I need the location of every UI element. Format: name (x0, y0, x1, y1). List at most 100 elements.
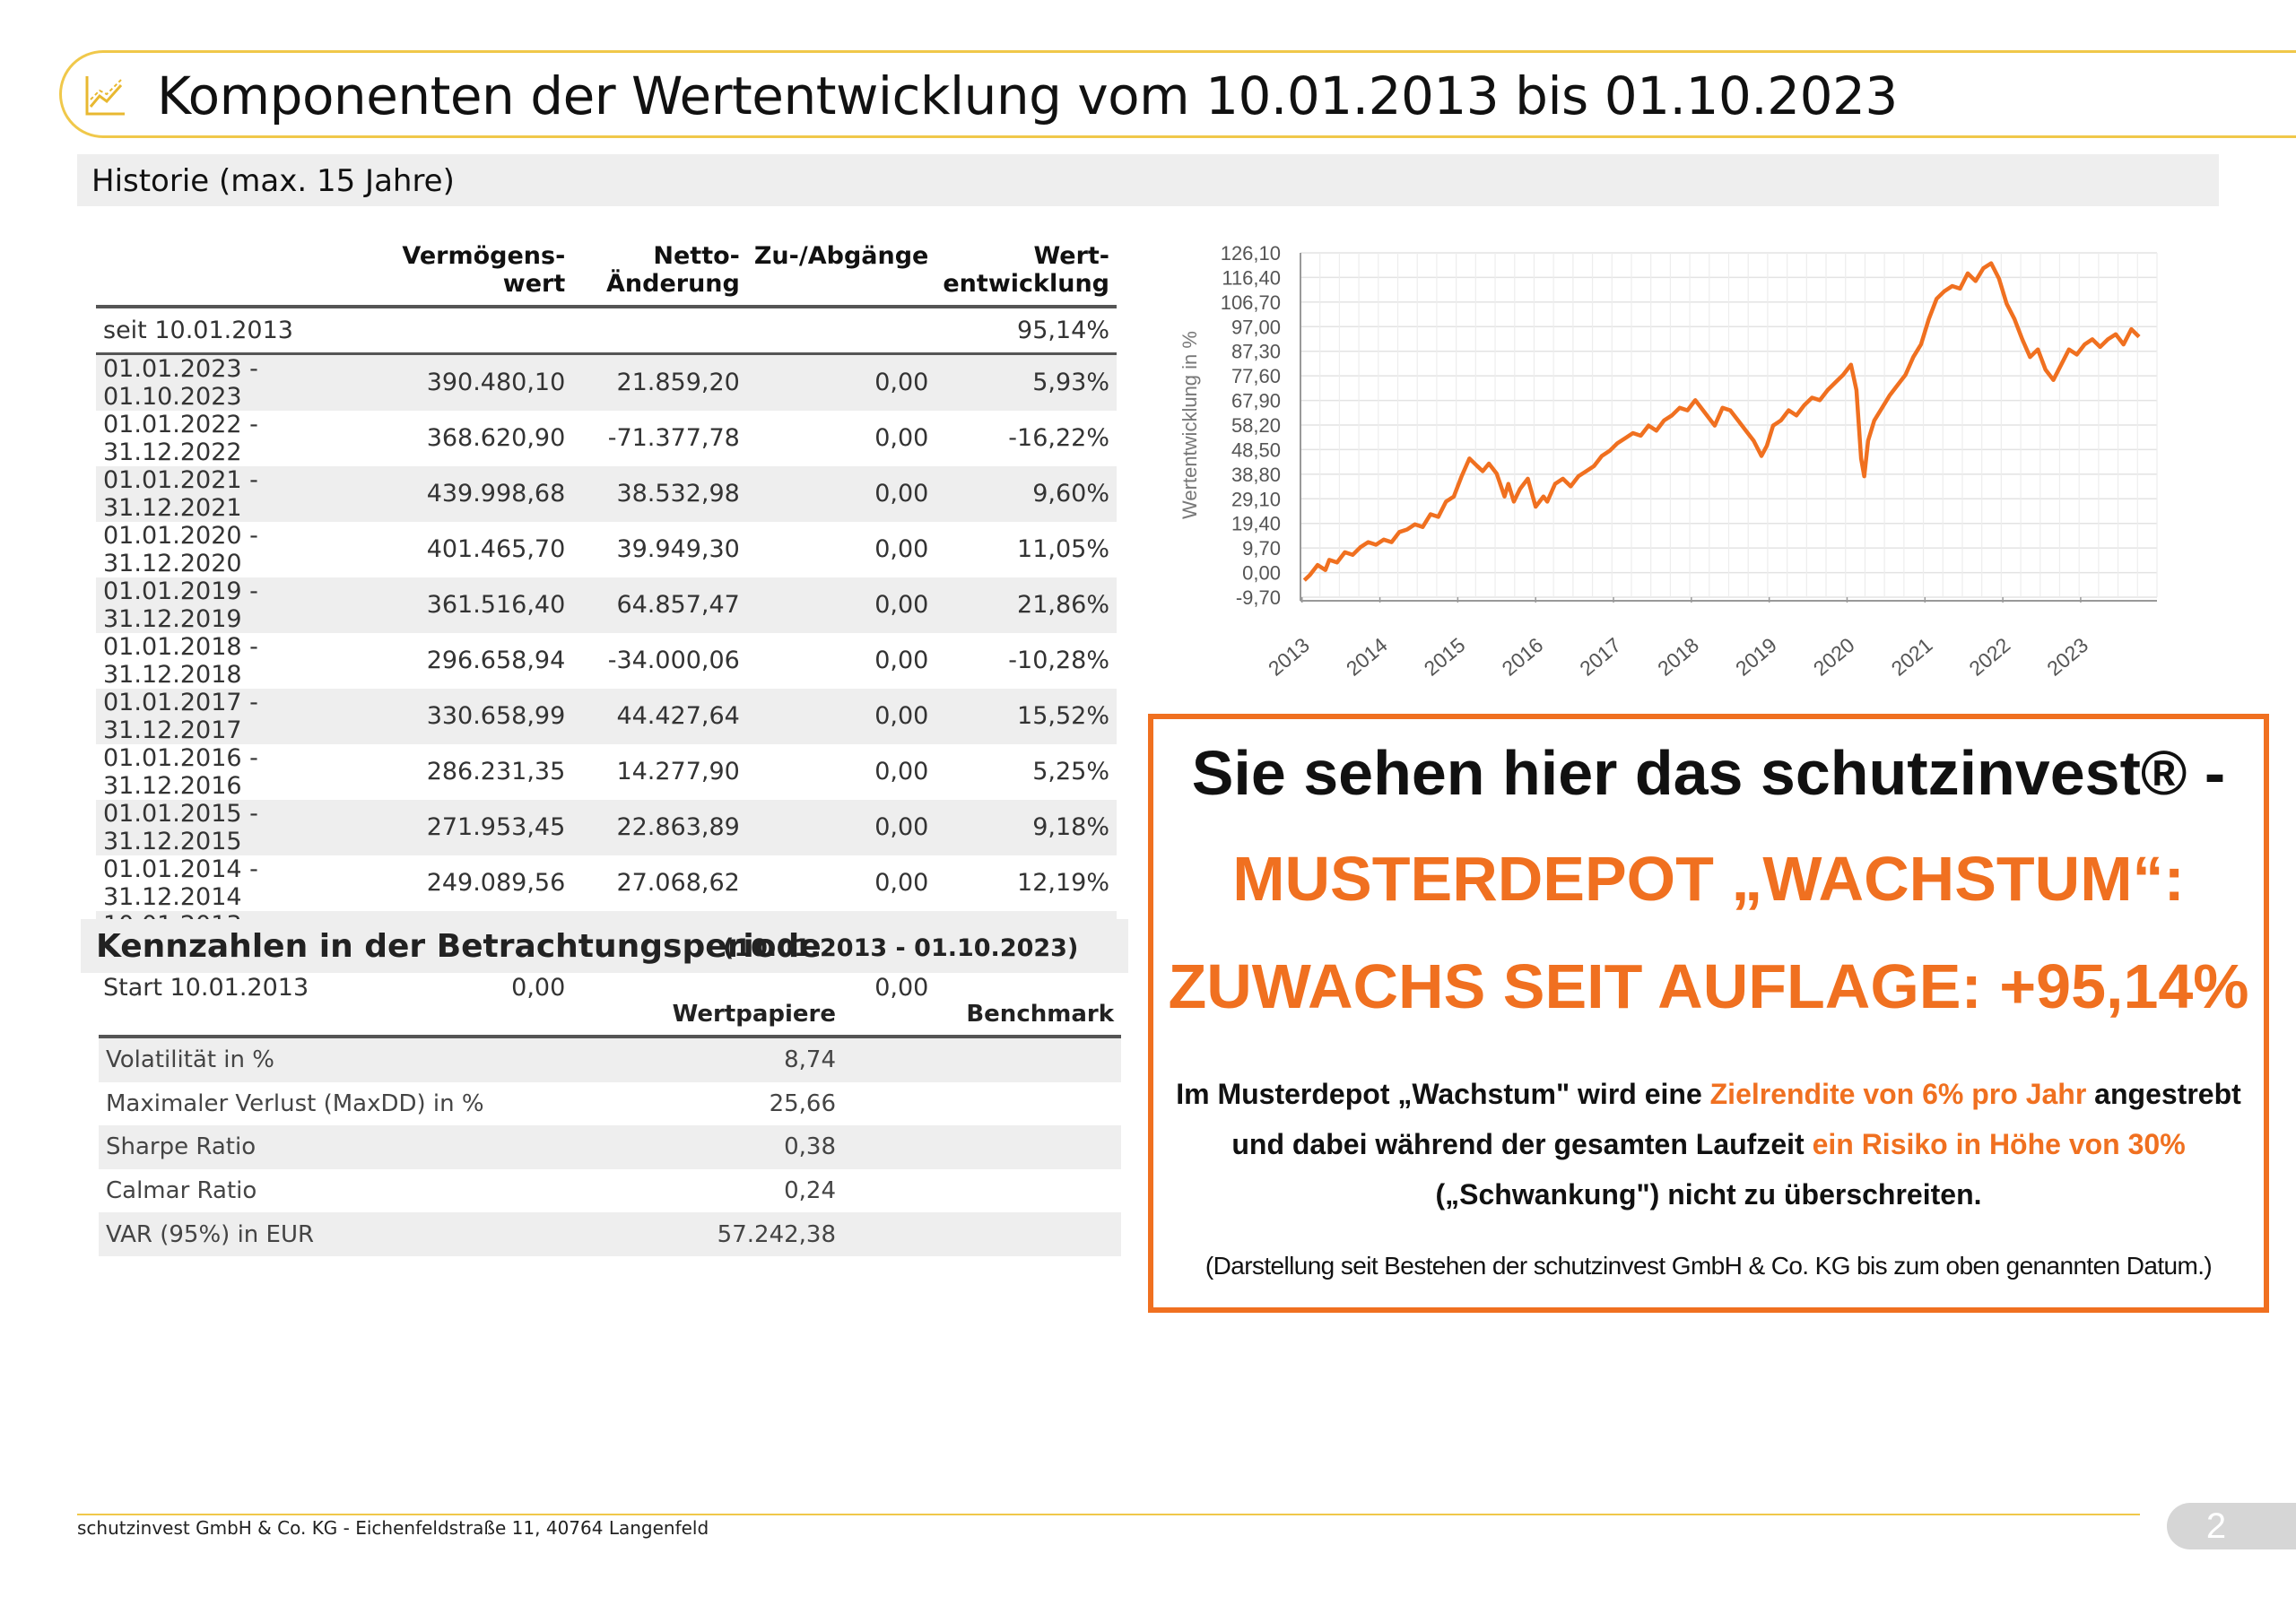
chart-y-tick-label: 19,40 (1231, 513, 1281, 535)
history-cell-net-change: 22.863,89 (572, 799, 747, 855)
promo-text-c: und dabei während der gesamten Laufzeit (1231, 1128, 1813, 1160)
chart-y-tick-label: 97,00 (1231, 316, 1281, 338)
history-cell-assets: 390.480,10 (385, 353, 573, 411)
promo-target-return: Zielrendite von 6% pro Jahr (1709, 1078, 2087, 1110)
chart-x-tick-label: 2022 (1964, 633, 2014, 681)
history-row: 01.01.2021 - 31.12.2021 439.998,68 38.532,… (96, 465, 1117, 522)
history-cell-net-change (572, 307, 747, 355)
history-col-assets: Vermögens- wert (402, 242, 566, 298)
history-col-label (96, 233, 386, 307)
history-cell-assets: 271.953,45 (385, 799, 573, 855)
chart-x-tick-label: 2013 (1264, 633, 1314, 681)
history-row: seit 10.01.2013 95,14% (96, 307, 1117, 355)
history-cell-assets: 368.620,90 (426, 424, 566, 453)
kpi-cell-benchmark (843, 1037, 1121, 1082)
chart-y-tick-label: -9,70 (1236, 586, 1281, 609)
chart-x-tick-label: 2018 (1653, 633, 1703, 681)
history-cell-flows: 0,00 (874, 974, 929, 1002)
history-cell-period: 01.01.2022 - 31.12.2022 (103, 410, 258, 466)
history-cell-period: Start 10.01.2013 (103, 974, 309, 1002)
promo-depot-name: MUSTERDEPOT „WACHSTUM“: (1232, 844, 2185, 914)
history-cell-flows: 0,00 (746, 577, 936, 633)
history-cell-assets: 249.089,56 (426, 869, 566, 898)
promo-text-d: („Schwankung") nicht zu überschreiten. (1435, 1178, 1982, 1211)
kpi-cell-securities: 0,38 (655, 1125, 843, 1169)
history-cell-period: seit 10.01.2013 (96, 307, 386, 355)
chart-x-tick-label: 2023 (2042, 633, 2092, 681)
chart-y-tick-label: 58,20 (1231, 414, 1281, 437)
history-row: 01.01.2022 - 31.12.2022 368.620,90 -71.377… (96, 411, 1117, 466)
promo-headline: Sie sehen hier das schutzinvest® - (1191, 738, 2226, 808)
page-number: 2 (2205, 1506, 2227, 1546)
history-cell-net-change: 21.859,20 (572, 353, 747, 411)
history-cell-flows: 0,00 (874, 424, 929, 453)
history-cell-performance: 15,52% (935, 688, 1117, 744)
chart-y-tick-label: 29,10 (1231, 488, 1281, 510)
history-col-performance: Wert- entwicklung (943, 242, 1109, 298)
chart-y-tick-label: 106,70 (1221, 291, 1281, 314)
history-cell-performance: -16,22% (1008, 424, 1109, 453)
history-cell-period: 01.01.2021 - 31.12.2021 (96, 465, 386, 522)
history-table: Vermögens- wert Netto- Änderung Zu-/Abgä… (96, 233, 1117, 1010)
chart-x-tick-label: 2016 (1497, 633, 1547, 681)
history-cell-net-change: -71.377,78 (607, 424, 740, 453)
kpi-cell-securities: 57.242,38 (655, 1212, 843, 1256)
history-cell-flows: 0,00 (746, 799, 936, 855)
kpi-section-header: Kennzahlen in der Betrachtungsperiode (1… (81, 919, 1128, 973)
chart-x-tick-label: 2019 (1731, 633, 1781, 681)
chart-y-axis-label: Wertentwicklung in % (1178, 331, 1201, 519)
history-cell-net-change: 39.949,30 (616, 535, 740, 564)
kpi-row: Sharpe Ratio 0,38 (99, 1125, 1121, 1169)
chart-series-line (1302, 261, 2141, 582)
history-cell-net-change: -34.000,06 (607, 647, 740, 675)
kpi-section-title: Kennzahlen in der Betrachtungsperiode (96, 928, 822, 965)
history-row: 01.01.2017 - 31.12.2017 330.658,99 44.427,… (96, 688, 1117, 744)
history-cell-flows: 0,00 (746, 688, 936, 744)
history-row: 01.01.2019 - 31.12.2019 361.516,40 64.857,… (96, 577, 1117, 633)
kpi-table: Wertpapiere Benchmark Volatilität in % 8,… (99, 997, 1121, 1256)
chart-y-tick-label: 38,80 (1231, 464, 1281, 486)
history-cell-flows: 0,00 (746, 465, 936, 522)
history-cell-performance: 12,19% (1017, 869, 1109, 898)
history-cell-performance: 9,60% (935, 465, 1117, 522)
chart-y-tick-label: 9,70 (1242, 537, 1281, 560)
history-section-title: Historie (max. 15 Jahre) (91, 163, 455, 199)
history-cell-performance: 95,14% (935, 307, 1117, 355)
history-cell-period: 01.01.2017 - 31.12.2017 (96, 688, 386, 744)
kpi-col-securities: Wertpapiere (672, 1001, 836, 1028)
chart-x-tick-label: 2015 (1420, 633, 1470, 681)
history-cell-performance: 5,93% (935, 353, 1117, 411)
chart-y-tick-label: 116,40 (1222, 266, 1281, 289)
history-row: 01.01.2020 - 31.12.2020 401.465,70 39.949,… (96, 522, 1117, 577)
history-cell-flows: 0,00 (874, 758, 929, 786)
history-cell-net-change: 14.277,90 (616, 758, 740, 786)
history-cell-period: 01.01.2019 - 31.12.2019 (96, 577, 386, 633)
history-cell-net-change: 38.532,98 (572, 465, 747, 522)
history-cell-assets: 286.231,35 (426, 758, 566, 786)
kpi-cell-label: Maximaler Verlust (MaxDD) in % (106, 1089, 484, 1117)
history-cell-performance: 11,05% (1017, 535, 1109, 564)
kpi-header-row: Wertpapiere Benchmark (99, 997, 1121, 1037)
page-number-badge: 2 (2167, 1503, 2296, 1549)
history-cell-period: 01.01.2016 - 31.12.2016 (103, 743, 258, 800)
chart-y-tick-label: 48,50 (1231, 438, 1281, 461)
history-row: Start 10.01.2013 0,00 0,00 (96, 967, 1117, 1011)
kpi-period: (10.01.2013 - 01.10.2023) (723, 934, 1079, 962)
chart-x-tick-label: 2020 (1809, 633, 1859, 681)
chart-x-tick-label: 2017 (1575, 633, 1625, 681)
history-cell-flows (746, 307, 936, 355)
line-chart-icon (85, 76, 125, 116)
promo-growth: ZUWACHS SEIT AUFLAGE: +95,14% (1168, 951, 2249, 1021)
kpi-cell-label: Sharpe Ratio (99, 1125, 655, 1169)
history-row: 01.01.2014 - 31.12.2014 249.089,56 27.068,… (96, 855, 1117, 911)
page-title: Komponenten der Wertentwicklung vom 10.0… (157, 65, 1898, 126)
history-row: 01.01.2018 - 31.12.2018 296.658,94 -34.000… (96, 633, 1117, 689)
history-cell-assets: 0,00 (511, 974, 566, 1002)
footer-address: schutzinvest GmbH & Co. KG - Eichenfelds… (77, 1517, 709, 1539)
history-row: 01.01.2016 - 31.12.2016 286.231,35 14.277,… (96, 744, 1117, 800)
promo-box: Sie sehen hier das schutzinvest® - MUSTE… (1148, 714, 2269, 1313)
chart-x-tick-label: 2014 (1342, 633, 1392, 681)
history-cell-period: 01.01.2023 - 01.10.2023 (96, 353, 386, 411)
promo-note: (Darstellung seit Bestehen der schutzinv… (1205, 1252, 2213, 1280)
history-cell-net-change: 27.068,62 (616, 869, 740, 898)
